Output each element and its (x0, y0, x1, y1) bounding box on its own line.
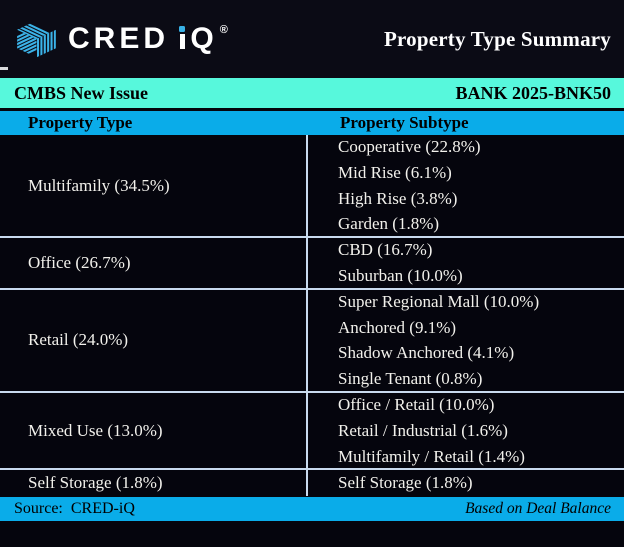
wordmark-i: i (178, 22, 190, 56)
property-type-label: Self Storage (1.8%) (28, 473, 163, 493)
property-subtype-cell: Super Regional Mall (10.0%) Anchored (9.1… (308, 290, 624, 391)
column-header-property-type: Property Type (28, 113, 133, 132)
cred-iq-logo: CREDiQ® (14, 19, 228, 59)
footer-bar: Source: CRED-iQ Based on Deal Balance (0, 497, 624, 521)
table-column-header: Property Type Property Subtype (0, 111, 624, 135)
property-subtype-cell: Office / Retail (10.0%) Retail / Industri… (308, 393, 624, 468)
property-subtype-label: Garden (1.8%) (338, 214, 440, 234)
wordmark-q: Q (190, 22, 218, 55)
page-title: Property Type Summary (383, 26, 611, 51)
table-row: Retail (24.0%) Super Regional Mall (10.0%… (0, 289, 624, 393)
registered-trademark-symbol: ® (219, 24, 228, 36)
top-header-bar: CREDiQ® Property Type Summary (0, 0, 624, 78)
property-type-cell: Self Storage (1.8%) (0, 470, 308, 497)
property-type-label: Multifamily (34.5%) (28, 175, 170, 195)
property-subtype-label: CBD (16.7%) (338, 240, 433, 260)
property-type-cell: Mixed Use (13.0%) (0, 392, 308, 469)
property-subtype-label: Multifamily / Retail (1.4%) (338, 446, 525, 466)
property-subtype-label: Super Regional Mall (10.0%) (338, 291, 540, 311)
property-subtype-label: Mid Rise (6.1%) (338, 162, 452, 182)
property-subtype-label: Anchored (9.1%) (338, 317, 457, 337)
wordmark-cred: CRED (68, 22, 170, 55)
deal-balance-note: Based on Deal Balance (465, 500, 611, 517)
column-header-property-subtype: Property Subtype (340, 113, 469, 132)
source-label: Source: CRED-iQ (14, 500, 135, 517)
table-row: Office (26.7%) CBD (16.7%) Suburban (10.0%… (0, 238, 624, 290)
property-type-cell: Retail (24.0%) (0, 289, 308, 391)
property-subtype-label: Retail / Industrial (1.6%) (338, 420, 508, 440)
property-type-label: Retail (24.0%) (28, 330, 129, 350)
property-type-label: Office (26.7%) (28, 252, 131, 272)
cred-iq-wordmark: CREDiQ® (68, 22, 228, 56)
deal-type-label: CMBS New Issue (14, 82, 149, 103)
cred-iq-logo-icon (17, 20, 56, 58)
property-subtype-label: High Rise (3.8%) (338, 188, 458, 208)
property-subtype-label: Shadow Anchored (4.1%) (338, 343, 515, 363)
property-type-table: Multifamily (34.5%) Cooperative (22.8%) Mi… (0, 135, 624, 497)
property-subtype-label: Office / Retail (10.0%) (338, 394, 495, 414)
property-subtype-cell: CBD (16.7%) Suburban (10.0%) (308, 238, 624, 288)
property-type-cell: Office (26.7%) (0, 238, 308, 288)
property-type-cell: Multifamily (34.5%) (0, 135, 308, 237)
left-edge-mark (0, 67, 8, 70)
property-subtype-label: Single Tenant (0.8%) (338, 369, 483, 389)
table-row: Mixed Use (13.0%) Office / Retail (10.0%)… (0, 392, 624, 471)
separator-gap (0, 108, 624, 111)
property-type-label: Mixed Use (13.0%) (28, 420, 163, 440)
property-subtype-label: Suburban (10.0%) (338, 265, 463, 285)
table-row: Multifamily (34.5%) Cooperative (22.8%) Mi… (0, 135, 624, 239)
deal-info-bar: CMBS New Issue BANK 2025-BNK50 (0, 78, 624, 108)
property-subtype-cell: Cooperative (22.8%) Mid Rise (6.1%) High R… (308, 135, 624, 236)
property-subtype-label: Cooperative (22.8%) (338, 137, 481, 156)
deal-name-label: BANK 2025-BNK50 (455, 82, 611, 103)
property-subtype-cell: Self Storage (1.8%) (308, 470, 624, 496)
property-subtype-label: Self Storage (1.8%) (338, 473, 473, 493)
table-row: Self Storage (1.8%) Self Storage (1.8%) (0, 470, 624, 497)
